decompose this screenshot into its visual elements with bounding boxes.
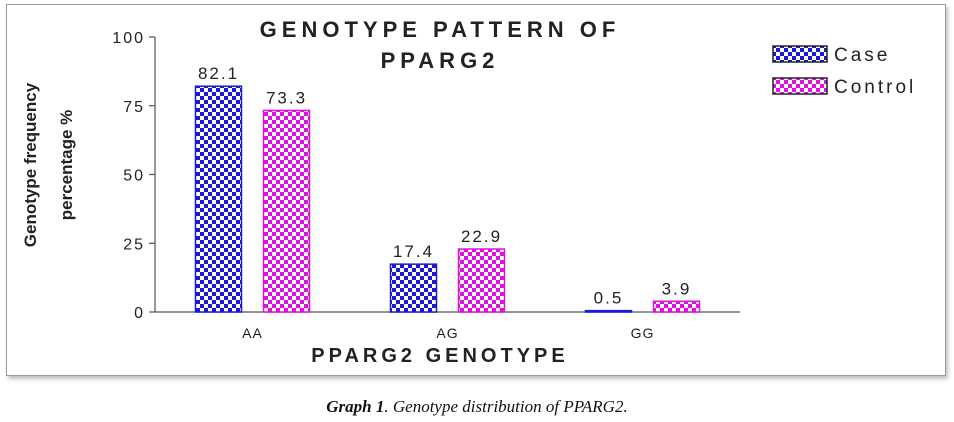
value-label: 3.9 bbox=[662, 279, 692, 298]
y-axis-label-line-1: Genotype frequency bbox=[21, 82, 40, 247]
bar-control-aa bbox=[262, 109, 311, 313]
value-label: 17.4 bbox=[393, 242, 434, 261]
bar-control-ag bbox=[457, 248, 506, 313]
bar-case-ag bbox=[389, 263, 438, 313]
value-label: 73.3 bbox=[266, 88, 307, 107]
value-label: 22.9 bbox=[461, 227, 502, 246]
chart-frame bbox=[6, 4, 946, 376]
bar-case-aa bbox=[194, 85, 243, 313]
y-tick-label: 100 bbox=[112, 30, 145, 47]
legend: Case Control bbox=[772, 45, 916, 98]
chart-title: GENOTYPE PATTERN OF PPARG2 bbox=[260, 17, 621, 73]
x-axis-label: PPARG2 GENOTYPE bbox=[311, 345, 568, 367]
bar-chart: GENOTYPE PATTERN OF PPARG2 Genotype freq… bbox=[21, 17, 916, 367]
chart-title-line-2: PPARG2 bbox=[381, 48, 500, 73]
y-axis-label-line-2: percentage % bbox=[57, 110, 76, 221]
x-axis-ticks: AA AG GG bbox=[242, 325, 655, 341]
x-tick-label: AA bbox=[242, 325, 263, 341]
value-label: 82.1 bbox=[198, 64, 239, 83]
y-axis-label: Genotype frequency percentage % bbox=[21, 82, 76, 247]
legend-label-control: Control bbox=[834, 77, 916, 98]
y-tick-label: 25 bbox=[123, 236, 145, 253]
y-axis-ticks: 0 25 50 75 100 bbox=[112, 30, 155, 322]
x-tick-label: AG bbox=[436, 325, 458, 341]
bar-case-gg bbox=[584, 309, 633, 313]
value-label: 0.5 bbox=[594, 289, 624, 308]
y-tick-label: 75 bbox=[123, 99, 145, 116]
y-tick-label: 50 bbox=[123, 168, 145, 185]
axes bbox=[154, 37, 740, 313]
value-labels: 82.1 73.3 17.4 22.9 0.5 3.9 bbox=[198, 64, 692, 308]
y-tick-label: 0 bbox=[134, 305, 145, 322]
caption-text: . Genotype distribution of PPARG2. bbox=[384, 397, 628, 416]
legend-label-case: Case bbox=[834, 45, 890, 66]
bar-control-gg bbox=[652, 300, 701, 313]
legend-swatch-case bbox=[772, 45, 828, 63]
x-tick-label: GG bbox=[631, 325, 655, 341]
figure-caption: Graph 1. Genotype distribution of PPARG2… bbox=[0, 397, 954, 417]
chart-title-line-1: GENOTYPE PATTERN OF bbox=[260, 17, 621, 42]
caption-lead: Graph 1 bbox=[326, 397, 385, 416]
legend-swatch-control bbox=[772, 77, 828, 95]
bars bbox=[194, 85, 701, 313]
